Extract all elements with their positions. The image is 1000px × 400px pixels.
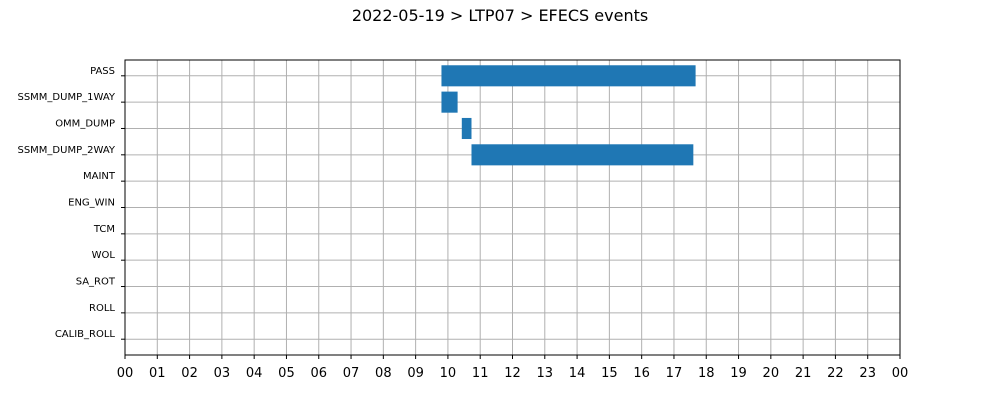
x-tick-label: 18: [698, 366, 715, 381]
y-tick-label: WOL: [92, 250, 116, 261]
y-tick-label: ROLL: [89, 303, 115, 314]
x-tick-label: 15: [601, 366, 618, 381]
event-bar: [441, 65, 696, 87]
y-tick-label: SA_ROT: [76, 277, 116, 288]
y-tick-label: OMM_DUMP: [55, 118, 115, 129]
x-tick-label: 14: [569, 366, 586, 381]
y-tick-label: SSMM_DUMP_2WAY: [17, 145, 115, 156]
x-tick-label: 04: [246, 366, 263, 381]
x-tick-label: 13: [537, 366, 554, 381]
x-tick-label: 19: [730, 366, 747, 381]
x-tick-label: 03: [214, 366, 231, 381]
chart-title: 2022-05-19 > LTP07 > EFECS events: [351, 6, 649, 25]
x-tick-label: 10: [440, 366, 457, 381]
x-tick-label: 23: [859, 366, 876, 381]
grid: [124, 60, 901, 355]
x-tick-label: 20: [763, 366, 780, 381]
x-tick-label: 22: [827, 366, 844, 381]
x-tick-label: 12: [504, 366, 521, 381]
y-tick-label: CALIB_ROLL: [55, 329, 116, 340]
x-tick-label: 00: [892, 366, 909, 381]
x-tick-label: 02: [181, 366, 198, 381]
y-tick-label: ENG_WIN: [68, 198, 115, 209]
x-tick-label: 05: [278, 366, 295, 381]
event-bars: [441, 65, 696, 166]
x-tick-label: 07: [343, 366, 360, 381]
y-tick-label: PASS: [90, 66, 115, 77]
x-tick-label: 21: [795, 366, 812, 381]
event-bar: [461, 117, 472, 140]
x-tick-label: 06: [310, 366, 327, 381]
event-bar: [471, 144, 694, 166]
event-bar: [441, 91, 458, 113]
x-axis: 00 01 02 03 04 05 06 07 08 09 10 11 12 13 14 15 16 17 18 19…: [117, 355, 909, 381]
x-tick-label: 01: [149, 366, 166, 381]
y-tick-label: TCM: [93, 224, 115, 235]
x-tick-label: 00: [117, 366, 134, 381]
y-tick-label: SSMM_DUMP_1WAY: [17, 92, 115, 103]
y-tick-label: MAINT: [83, 171, 116, 182]
y-axis: PASS SSMM_DUMP_1WAY OMM_DUMP SSMM_DUMP_2WAY…: [17, 66, 125, 340]
x-tick-label: 16: [633, 366, 650, 381]
x-tick-label: 09: [407, 366, 424, 381]
x-tick-label: 11: [472, 366, 489, 381]
x-tick-label: 17: [666, 366, 683, 381]
x-tick-label: 08: [375, 366, 392, 381]
